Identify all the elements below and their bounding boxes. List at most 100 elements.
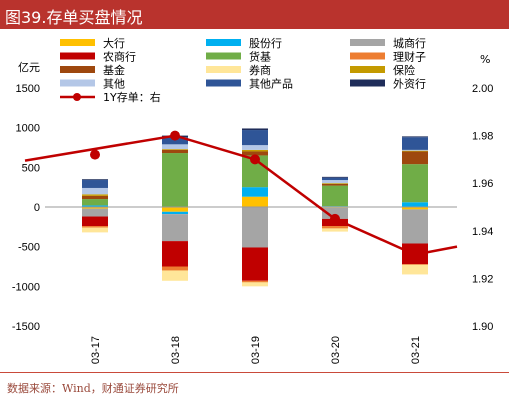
bar-segment: [242, 149, 268, 152]
x-tick-label: 03-18: [170, 336, 182, 364]
legend-swatch: [350, 66, 385, 73]
x-tick-label: 03-17: [90, 336, 102, 364]
line-point: [170, 130, 180, 141]
left-axis-ticks: -1500 -1000 -500 0 500 1000 1500: [12, 83, 40, 333]
left-tick-label: 0: [34, 202, 40, 214]
bar-segment: [162, 266, 188, 271]
legend-swatch: [206, 52, 241, 60]
bar-segment: [322, 226, 348, 229]
bar-segment: [162, 214, 188, 242]
left-tick-label: 1500: [16, 83, 40, 95]
right-tick-label: 1.96: [472, 178, 493, 190]
left-tick-label: -1500: [12, 321, 40, 333]
legend-swatch: [350, 52, 385, 60]
bar-segment: [162, 270, 188, 281]
bar-segment: [82, 194, 108, 196]
legend-swatch: [350, 79, 385, 87]
bar-segment: [162, 153, 188, 207]
bar-segment: [402, 164, 428, 203]
bar-segment: [82, 195, 108, 200]
bar-segment: [402, 264, 428, 275]
right-tick-label: 1.92: [472, 273, 493, 285]
line-series: [24, 130, 458, 260]
bars: [82, 128, 428, 287]
legend-label: 外资行: [393, 78, 426, 91]
title-bar: 图39.存单买盘情况: [0, 0, 509, 29]
bar-segment: [322, 207, 348, 219]
bar-segment: [82, 226, 108, 228]
bar-segment: [162, 144, 188, 150]
right-tick-label: 1.98: [472, 131, 493, 143]
bar-segment: [82, 205, 108, 207]
bar-segment: [322, 228, 348, 232]
line-point: [90, 149, 100, 160]
bar-segment: [322, 185, 348, 207]
bar-segment: [402, 264, 428, 265]
legend-swatch: [60, 52, 95, 60]
bar-segment: [242, 247, 268, 281]
legend-line-marker: [73, 93, 81, 101]
bar-segment: [242, 151, 268, 156]
page-title: 图39.存单买盘情况: [5, 8, 143, 27]
legend-swatch: [60, 66, 95, 73]
legend-label: 1Y存单：右: [103, 90, 161, 104]
bar-segment: [402, 150, 428, 152]
bar-segment: [82, 199, 108, 206]
bar-segment: [242, 145, 268, 150]
bar-segment: [82, 227, 108, 233]
legend-label: 其他产品: [249, 77, 293, 91]
bar-segment: [402, 209, 428, 244]
bar-segment: [322, 177, 348, 181]
legend-label: 城商行: [393, 36, 426, 50]
legend-label: 保险: [393, 63, 415, 77]
x-tick-label: 03-19: [250, 336, 262, 364]
bar-segment: [82, 207, 108, 209]
legend-label: 农商行: [103, 50, 136, 64]
bar-segment: [242, 130, 268, 146]
bar-segment: [322, 183, 348, 184]
left-tick-label: 500: [22, 162, 40, 174]
bar-segment: [162, 137, 188, 145]
bar-segment: [242, 280, 268, 283]
bar-segment: [82, 187, 108, 195]
legend-swatch: [206, 39, 241, 46]
bar-segment: [162, 211, 188, 215]
bar-segment: [82, 179, 108, 181]
bar-segment: [162, 149, 188, 154]
legend-label: 理财子: [393, 50, 426, 64]
line-extension: [414, 245, 458, 256]
legend-label: 股份行: [249, 37, 282, 50]
bar-segment: [402, 151, 428, 165]
bar-segment: [242, 128, 268, 131]
x-tick-label: 03-21: [410, 336, 422, 364]
right-axis-ticks: 1.90 1.92 1.94 1.96 1.98 2.00: [472, 83, 493, 333]
x-tick-label: 03-20: [330, 336, 342, 364]
left-tick-label: -1000: [12, 281, 40, 293]
bar-segment: [322, 180, 348, 184]
bar-segment: [322, 183, 348, 186]
right-axis-unit: %: [480, 53, 490, 66]
legend-label: 货基: [249, 50, 271, 64]
source-note: 数据来源：Wind，财通证券研究所: [7, 382, 179, 395]
bar-segment: [242, 187, 268, 197]
legend-swatch: [60, 39, 95, 46]
bar-segment: [162, 207, 188, 212]
bar-segment: [162, 149, 188, 150]
bar-segment: [402, 149, 428, 151]
bar-segment: [82, 208, 108, 217]
line-point: [330, 213, 340, 224]
right-tick-label: 1.90: [472, 321, 493, 333]
legend-swatch: [350, 39, 385, 46]
legend-label: 其他: [103, 78, 125, 91]
legend-swatch: [206, 79, 241, 87]
left-tick-label: 1000: [16, 123, 40, 135]
bar-segment: [242, 207, 268, 248]
right-tick-label: 2.00: [472, 83, 493, 95]
left-tick-label: -500: [18, 242, 40, 254]
legend-swatch: [60, 79, 95, 87]
left-axis-unit: 亿元: [18, 61, 40, 74]
legend-swatch: [206, 66, 241, 73]
bar-segment: [242, 196, 268, 207]
